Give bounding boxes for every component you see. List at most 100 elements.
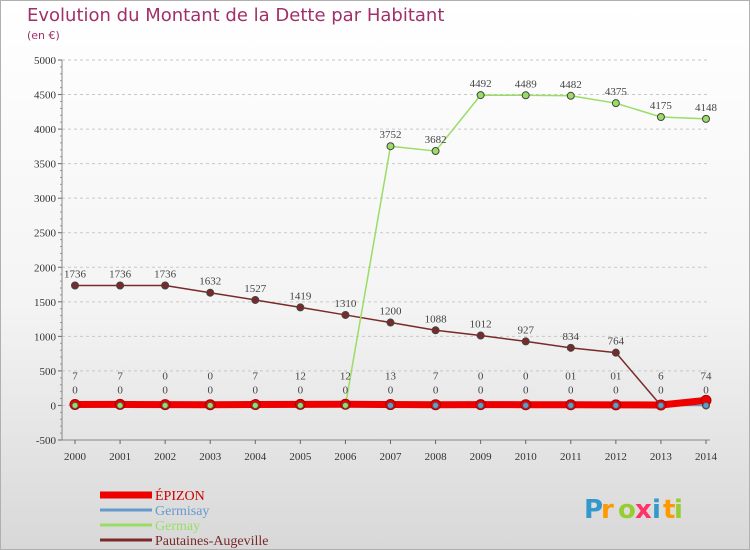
data-label-germisay: 0 [253,384,259,396]
data-point-germay [206,402,214,409]
data-point-germay [161,402,169,409]
data-label-germisay: 0 [613,384,619,396]
data-point-germay [296,402,304,409]
data-label-germisay: 0 [703,384,709,396]
data-point-pautaines-augeville [161,281,170,290]
logo-letter: i [674,495,683,525]
y-tick-label: 4500 [34,90,57,102]
data-label-germisay: 0 [523,384,529,396]
data-label-germisay: 0 [568,384,574,396]
data-label-épizon: 12 [340,370,351,382]
y-tick-label: 3500 [34,159,57,171]
data-point-pautaines-augeville [611,348,620,357]
data-label-pautaines-augeville: 834 [563,331,580,343]
x-tick-label: 2005 [289,451,312,463]
data-point-germay [71,402,79,409]
data-point-germay [656,113,665,121]
data-point-pautaines-augeville [521,337,530,346]
data-label-pautaines-augeville: 1200 [380,306,403,318]
data-label-germisay: 0 [658,384,664,396]
data-label-germisay: 0 [433,384,439,396]
data-point-pautaines-augeville [206,288,215,297]
data-label-germay: 4375 [605,86,628,98]
data-label-épizon: 7 [72,370,78,382]
data-point-germay [251,402,259,409]
data-labels: 7 7 0 0 7 12 12 13 7 0 0 01 01 6 74 0 0 0 0 0 0 0 0 0 0 0 0 0 0 0 3752… [64,78,718,396]
y-tick-label: 0 [51,400,57,412]
data-label-germisay: 0 [478,384,484,396]
y-tick-label: 1500 [34,297,57,309]
legend-label: Germay [155,519,200,534]
y-tick-label: 2500 [34,228,57,240]
x-tick-label: 2003 [199,451,222,463]
data-label-épizon: 0 [207,370,213,382]
x-tick-label: 2014 [695,451,718,463]
proxiti-logo: Pr o x i ti [584,495,683,525]
data-point-germay [566,91,575,100]
data-point-pautaines-augeville [251,295,260,304]
data-label-germay: 4489 [515,78,538,90]
data-label-pautaines-augeville: 1736 [154,269,177,281]
data-label-épizon: 7 [253,370,259,382]
data-point-germisay [477,402,485,409]
data-point-pautaines-augeville [566,343,575,352]
series-line-pautaines-augeville [75,284,662,406]
data-label-épizon: 0 [523,370,529,382]
data-point-germisay [612,402,620,409]
data-point-pautaines-augeville [476,331,485,340]
y-tick-label: 1000 [34,331,57,343]
data-point-pautaines-augeville [386,318,395,327]
data-point-germisay [522,402,530,409]
data-label-germisay: 0 [162,384,168,396]
x-tick-label: 2010 [515,451,538,463]
data-point-germisay [567,402,575,409]
series-line-germay [344,94,707,406]
data-label-pautaines-augeville: 764 [608,336,625,348]
logo-letter: i [652,495,661,525]
x-tick-label: 2012 [605,451,627,463]
data-label-pautaines-augeville: 1736 [64,269,87,281]
x-tick-label: 2007 [380,451,403,463]
series-points [69,91,712,411]
legend-label: Germisay [155,504,209,519]
chart-subtitle: (en €) [27,29,60,42]
data-point-germisay [432,402,439,409]
legend-label: ÉPIZON [155,487,205,504]
data-label-épizon: 6 [658,370,664,382]
data-label-pautaines-augeville: 927 [517,324,534,336]
y-tick-label: 500 [40,366,57,378]
data-label-épizon: 7 [433,370,439,382]
legend-label: Pautaines-Augeville [155,534,269,549]
data-label-épizon: 74 [701,370,713,382]
data-label-pautaines-augeville: 1419 [289,290,312,302]
data-point-germay [476,91,485,100]
x-tick-label: 2000 [64,451,87,463]
y-tick-label: 3000 [34,193,57,205]
data-label-pautaines-augeville: 1736 [109,269,132,281]
data-label-épizon: 0 [162,370,168,382]
data-label-pautaines-augeville: 1310 [334,298,357,310]
data-label-épizon: 0 [478,370,484,382]
data-label-germay: 4492 [470,78,492,90]
x-tick-label: 2001 [109,451,131,463]
x-tick-label: 2011 [560,451,582,463]
logo-letter: P [584,495,603,525]
data-point-germay [611,99,620,108]
data-point-pautaines-augeville [116,281,125,290]
data-label-épizon: 13 [385,370,397,382]
x-tick-label: 2008 [425,451,448,463]
data-label-pautaines-augeville: 1088 [425,313,448,325]
x-tick-label: 2006 [334,451,357,463]
data-label-épizon: 01 [610,370,621,382]
data-point-germay [386,142,395,151]
x-tick-label: 2002 [154,451,176,463]
data-label-pautaines-augeville: 1012 [470,319,492,331]
data-label-germisay: 0 [343,384,349,396]
data-label-germay: 4148 [695,102,718,114]
data-label-épizon: 01 [565,370,576,382]
data-point-pautaines-augeville [431,326,440,335]
y-tick-label: 5000 [34,55,57,67]
y-tick-label: -500 [36,435,57,447]
y-tick-label: 2000 [34,262,57,274]
